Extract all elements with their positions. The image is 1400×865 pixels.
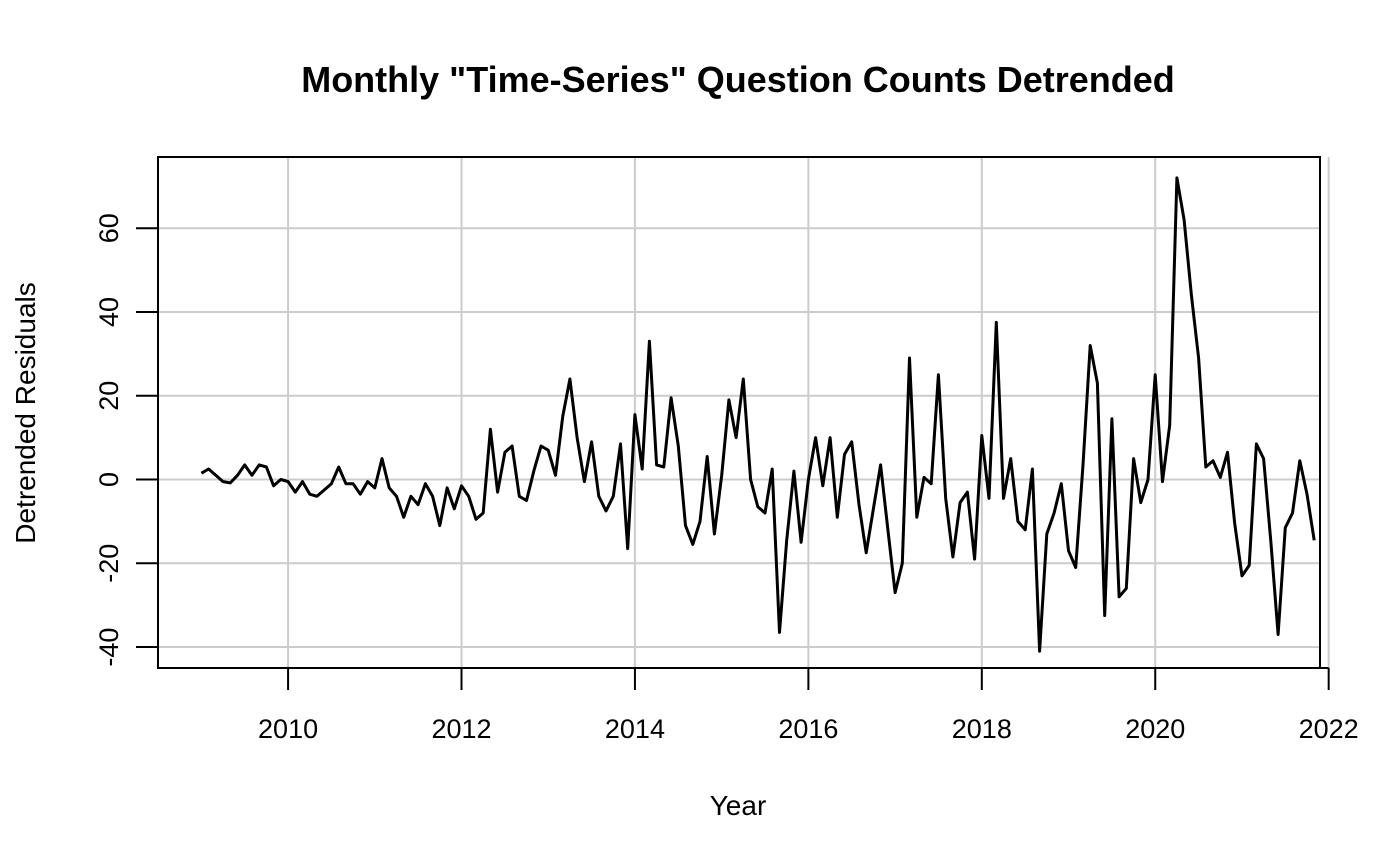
y-tick-label: 40: [94, 297, 124, 327]
x-tick-label: 2020: [1125, 714, 1185, 744]
x-tick-label: 2016: [778, 714, 838, 744]
x-axis-label: Year: [710, 790, 767, 821]
x-tick-label: 2010: [258, 714, 318, 744]
y-tick-label: -40: [94, 628, 124, 667]
chart-title: Monthly "Time-Series" Question Counts De…: [301, 59, 1175, 100]
series-line: [200, 176, 1316, 653]
x-axis: 2010 2012 2014 2016 2018 2020 2022: [258, 667, 1359, 744]
grid: [158, 157, 1330, 668]
y-axis: -40 -20 0 20 40 60: [94, 213, 159, 667]
y-tick-label: -20: [94, 544, 124, 583]
x-tick-label: 2018: [952, 714, 1012, 744]
y-axis-label: Detrended Residuals: [10, 282, 41, 544]
y-tick-label: 0: [94, 472, 124, 487]
y-tick-label: 20: [94, 381, 124, 411]
x-tick-label: 2014: [605, 714, 665, 744]
y-tick-label: 60: [94, 213, 124, 243]
x-tick-label: 2012: [431, 714, 491, 744]
x-tick-label: 2022: [1299, 714, 1359, 744]
